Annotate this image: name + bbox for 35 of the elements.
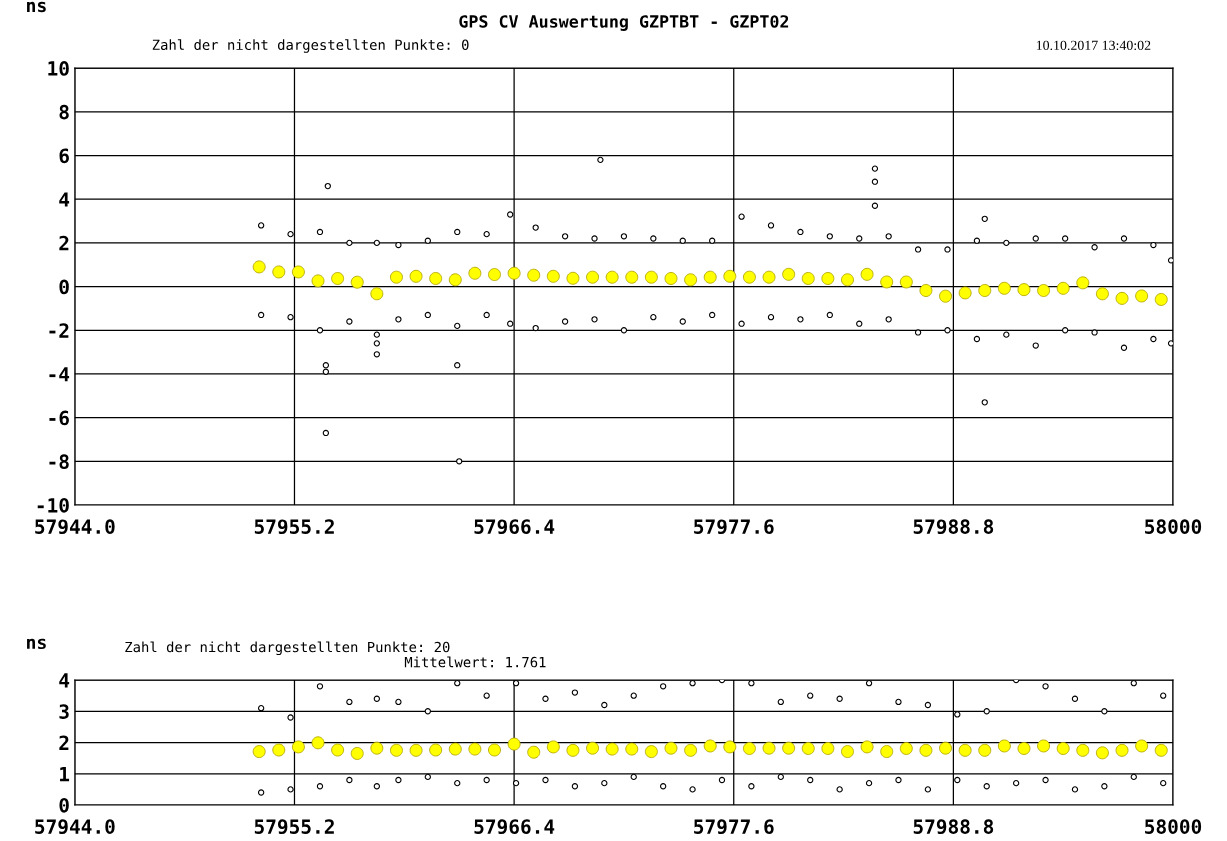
y-tick-label: -8 [49,454,69,469]
y-tick-label: 8 [59,104,69,120]
x-tick-label: 57944.0 [35,519,115,535]
y-tick-label: 1 [60,766,70,782]
x-tick-label: 57977.6 [694,519,774,535]
x-tick-label: 58000 [1145,519,1202,534]
y-tick-label: -2 [49,323,69,338]
x-tick-label: 57988.8 [913,519,994,535]
x-tick-label: 57977.6 [694,819,774,835]
y-tick-label: 6 [59,148,69,164]
y-tick-label: 2 [59,235,69,251]
y-tick-label: -4 [49,367,70,382]
y-axis-title: ns [27,1,46,13]
y-tick-label: 4 [59,673,70,688]
x-tick-label: 57966.4 [474,519,555,535]
y-tick-label: 2 [59,735,69,750]
y-tick-label: 0 [59,279,69,295]
text: 10.10.2017 13:40:02 [1036,40,1151,51]
text: Mittelwert: 1.761 [404,656,546,668]
y-tick-label: -6 [49,410,69,426]
y-tick-label: 10 [48,61,69,76]
x-tick-label: 57988.8 [913,819,994,835]
x-tick-label: 57966.4 [474,819,555,835]
chart-title: GPS CV Auswertung GZPTBT - GZPT02 [459,15,789,31]
x-tick-label: 57955.2 [254,519,334,535]
text: Zahl der nicht dargestellten Punkte: 0 [152,39,469,53]
x-tick-label: 58000 [1145,819,1202,834]
text: Zahl der nicht dargestellten Punkte: 20 [125,641,450,656]
x-tick-label: 57955.2 [254,819,334,835]
y-tick-label: 0 [59,797,69,813]
y-axis-title: ns [27,638,46,650]
x-tick-label: 57944.0 [35,819,115,835]
y-tick-label: -10 [37,497,69,513]
y-tick-label: 4 [59,192,70,207]
y-tick-label: 3 [59,704,69,719]
